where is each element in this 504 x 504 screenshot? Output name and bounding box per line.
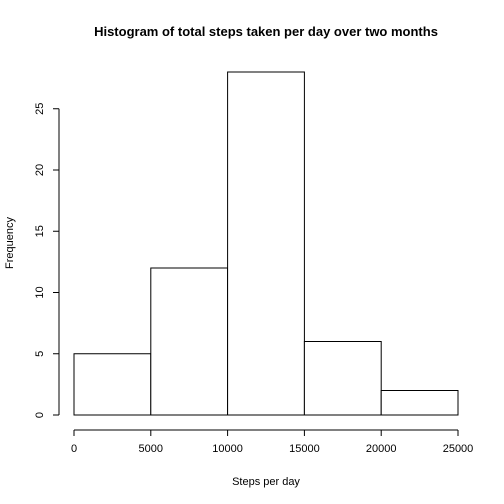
histogram-bar-0 — [73, 353, 152, 416]
x-tick-label-3: 15000 — [289, 443, 320, 455]
y-axis-label: Frequency — [4, 217, 16, 269]
x-tick-label-5: 25000 — [443, 443, 474, 455]
histogram-bar-4 — [380, 390, 459, 416]
bars-group — [73, 71, 459, 416]
y-tick-label-0: 0 — [34, 412, 46, 418]
chart-title: Histogram of total steps taken per day o… — [94, 24, 438, 39]
y-tick-label-4: 20 — [34, 164, 46, 176]
x-tick-label-0: 0 — [71, 443, 77, 455]
histogram-bar-3 — [303, 341, 382, 416]
y-axis: 0 5 10 15 20 25 — [34, 103, 60, 418]
x-tick-label-1: 5000 — [139, 443, 163, 455]
x-tick-label-4: 20000 — [366, 443, 397, 455]
y-tick-label-1: 5 — [34, 351, 46, 357]
histogram-bar-1 — [150, 267, 229, 416]
y-tick-label-3: 15 — [34, 225, 46, 237]
y-tick-label-5: 25 — [34, 103, 46, 115]
x-tick-label-2: 10000 — [212, 443, 243, 455]
y-tick-label-2: 10 — [34, 286, 46, 298]
x-axis-label: Steps per day — [232, 476, 300, 488]
x-axis: 0 5000 10000 15000 20000 25000 — [71, 429, 474, 455]
histogram-bar-2 — [227, 71, 305, 416]
